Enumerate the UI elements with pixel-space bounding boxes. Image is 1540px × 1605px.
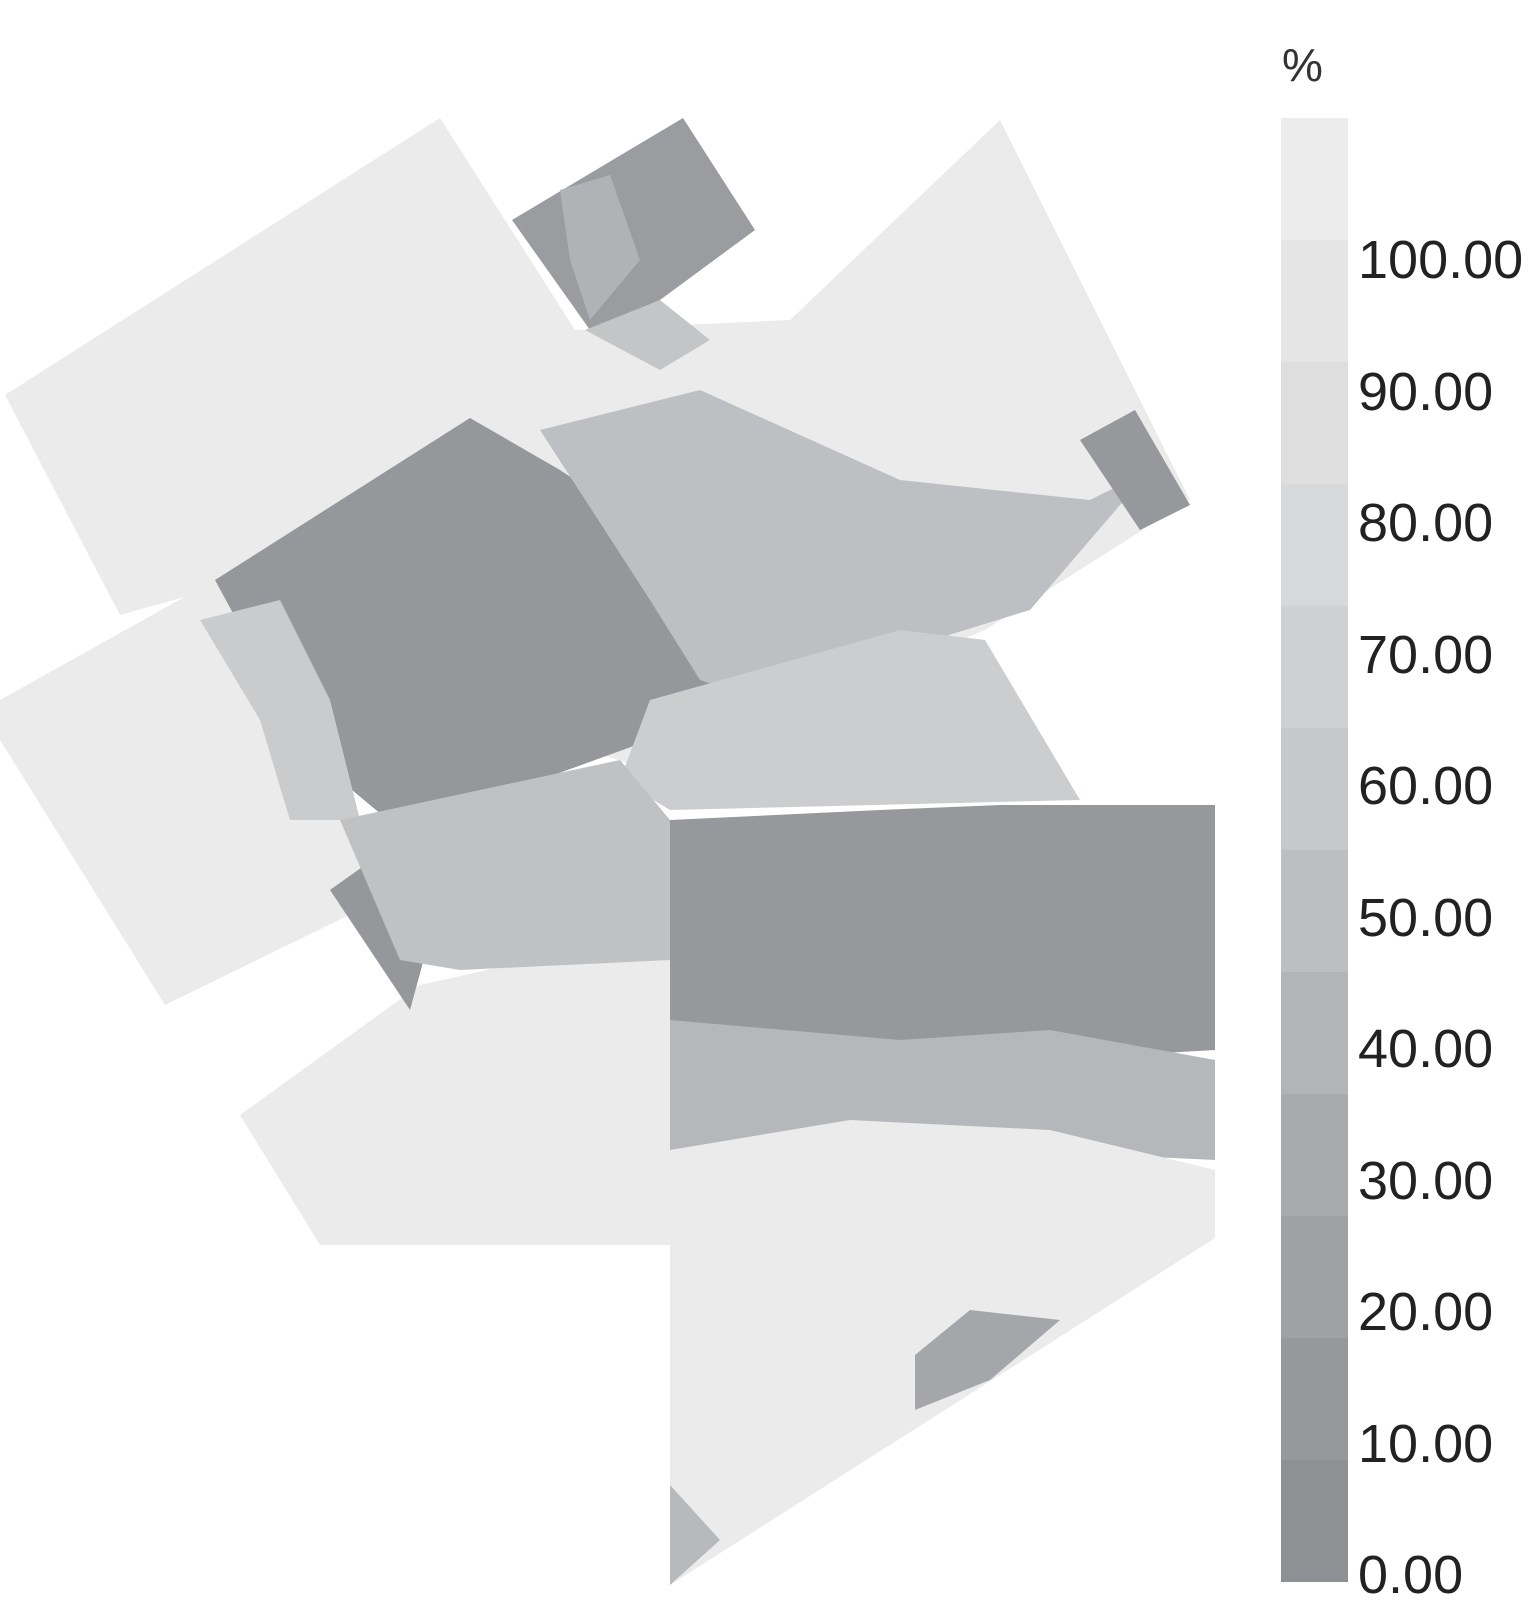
map-region-middle bbox=[620, 630, 1080, 810]
legend-band-2 bbox=[1281, 362, 1348, 484]
map-region-lower-right-mid bbox=[670, 1020, 1215, 1160]
legend-tick-label: 100.00 bbox=[1358, 230, 1524, 290]
map-region-lower-left bbox=[240, 940, 670, 1245]
legend-tick-label: 40.00 bbox=[1358, 1019, 1494, 1079]
map-region-transition-left bbox=[340, 760, 670, 970]
legend-tick-label: 60.00 bbox=[1358, 756, 1494, 816]
legend-band-9 bbox=[1281, 1216, 1348, 1338]
legend-band-0 bbox=[1281, 118, 1348, 240]
map-region-diagonal-strip bbox=[540, 390, 1150, 700]
legend-title: % bbox=[1282, 39, 1323, 91]
legend-tick-label: 70.00 bbox=[1358, 624, 1494, 685]
map-region-top-notch bbox=[512, 118, 755, 330]
legend-tick-label: 20.00 bbox=[1358, 1282, 1494, 1342]
legend-band-5 bbox=[1281, 728, 1348, 850]
legend-band-6 bbox=[1281, 850, 1348, 972]
legend-color-bar bbox=[1281, 118, 1348, 1586]
legend-tick-label: 80.00 bbox=[1358, 493, 1494, 553]
map-region-left bbox=[0, 580, 380, 1005]
legend-band-7 bbox=[1281, 972, 1348, 1094]
map-region-central-mid bbox=[200, 600, 360, 820]
legend-tick-label: 90.00 bbox=[1358, 361, 1494, 422]
map-region-right-dark-corner bbox=[1080, 410, 1190, 530]
legend-band-3 bbox=[1281, 484, 1348, 606]
legend-band-4 bbox=[1281, 606, 1348, 728]
legend-band-10 bbox=[1281, 1338, 1348, 1460]
legend-band-8 bbox=[1281, 1094, 1348, 1216]
legend-tick-label: 0.00 bbox=[1358, 1545, 1464, 1605]
legend-tick-label: 50.00 bbox=[1358, 887, 1494, 948]
legend-band-1 bbox=[1281, 240, 1348, 362]
legend-band-11 bbox=[1281, 1460, 1348, 1582]
legend-tick-label: 10.00 bbox=[1358, 1413, 1494, 1474]
map-region-bottom-spot bbox=[915, 1310, 1060, 1410]
map-region-top-notch-light bbox=[585, 300, 710, 370]
map-region-bottom-corner bbox=[670, 1485, 720, 1585]
map-region-top-notch-mid bbox=[560, 175, 640, 320]
legend-tick-label: 30.00 bbox=[1358, 1150, 1494, 1211]
